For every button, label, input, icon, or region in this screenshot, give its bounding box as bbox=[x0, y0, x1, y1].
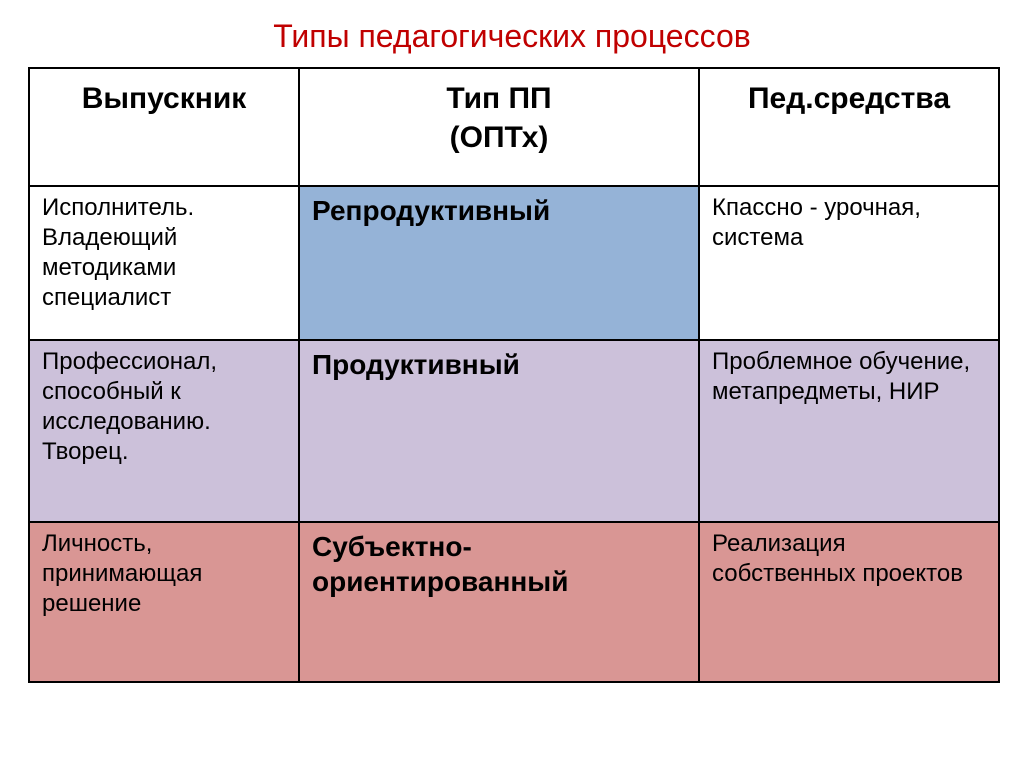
table-row: Исполнитель. Владеющий методиками специа… bbox=[29, 186, 999, 340]
table-row: Профессионал, способный к исследованию. … bbox=[29, 340, 999, 522]
header-col-3: Пед.средства bbox=[699, 68, 999, 186]
cell-type: Субъектно-ориентированный bbox=[299, 522, 699, 682]
cell-means: Проблемное обучение, метапредметы, НИР bbox=[699, 340, 999, 522]
cell-type: Продуктивный bbox=[299, 340, 699, 522]
cell-graduate: Профессионал, способный к исследованию. … bbox=[29, 340, 299, 522]
header-row: Выпускник Тип ПП (ОПТх) Пед.средства bbox=[29, 68, 999, 186]
cell-graduate: Исполнитель. Владеющий методиками специа… bbox=[29, 186, 299, 340]
cell-means: Кпассно - урочная, система bbox=[699, 186, 999, 340]
header-text: Выпускник bbox=[82, 82, 247, 115]
header-text: Тип ПП bbox=[446, 82, 551, 115]
cell-type: Репродуктивный bbox=[299, 186, 699, 340]
header-col-2: Тип ПП (ОПТх) bbox=[299, 68, 699, 186]
page-title: Типы педагогических процессов bbox=[28, 18, 996, 55]
header-text: Пед.средства bbox=[748, 82, 950, 115]
types-table: Выпускник Тип ПП (ОПТх) Пед.средства Исп… bbox=[28, 67, 1000, 683]
header-text-line2: (ОПТх) bbox=[308, 118, 690, 157]
cell-graduate: Личность, принимающая решение bbox=[29, 522, 299, 682]
cell-means: Реализация собственных проектов bbox=[699, 522, 999, 682]
header-col-1: Выпускник bbox=[29, 68, 299, 186]
table-row: Личность, принимающая решение Субъектно-… bbox=[29, 522, 999, 682]
